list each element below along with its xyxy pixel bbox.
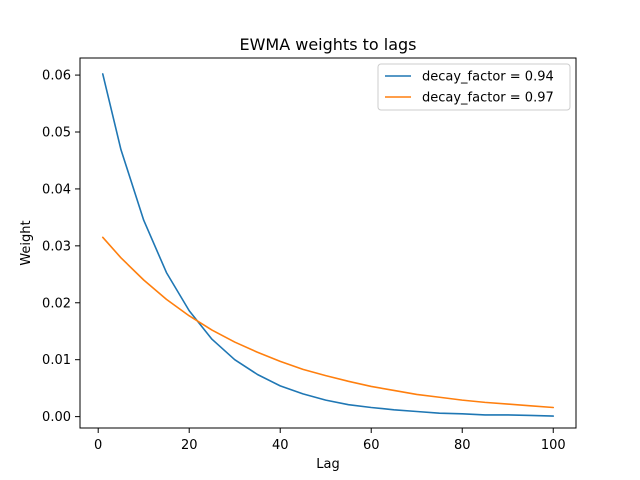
x-tick-label: 0 [94,438,102,453]
x-tick-label: 20 [181,438,198,453]
x-tick-label: 80 [454,438,471,453]
x-tick-label: 40 [272,438,289,453]
y-axis: 0.00 0.01 0.02 0.03 0.04 0.05 0.06 [42,69,80,425]
y-tick-label: 0.03 [42,239,71,254]
legend-label: decay_factor = 0.94 [422,70,554,85]
series-line-1 [101,73,555,417]
y-tick-label: 0.00 [42,410,71,425]
x-tick-label: 100 [541,438,566,453]
x-axis-title: Lag [316,457,339,472]
y-axis-title: Weight [19,220,34,265]
y-tick-label: 0.06 [42,69,71,84]
y-tick-label: 0.01 [42,353,71,368]
y-tick-label: 0.04 [42,182,71,197]
legend-label: decay_factor = 0.97 [422,91,554,106]
x-tick-label: 60 [363,438,380,453]
legend: decay_factor = 0.94 decay_factor = 0.97 [377,63,571,111]
legend-box [377,63,571,111]
x-axis: 0 20 40 60 80 100 [94,428,566,453]
plot-area [79,57,577,429]
chart-title: EWMA weights to lags [239,35,416,54]
y-tick-label: 0.02 [42,296,71,311]
series-lines [101,73,555,417]
series-line-2 [101,236,555,409]
y-tick-label: 0.05 [42,126,71,141]
